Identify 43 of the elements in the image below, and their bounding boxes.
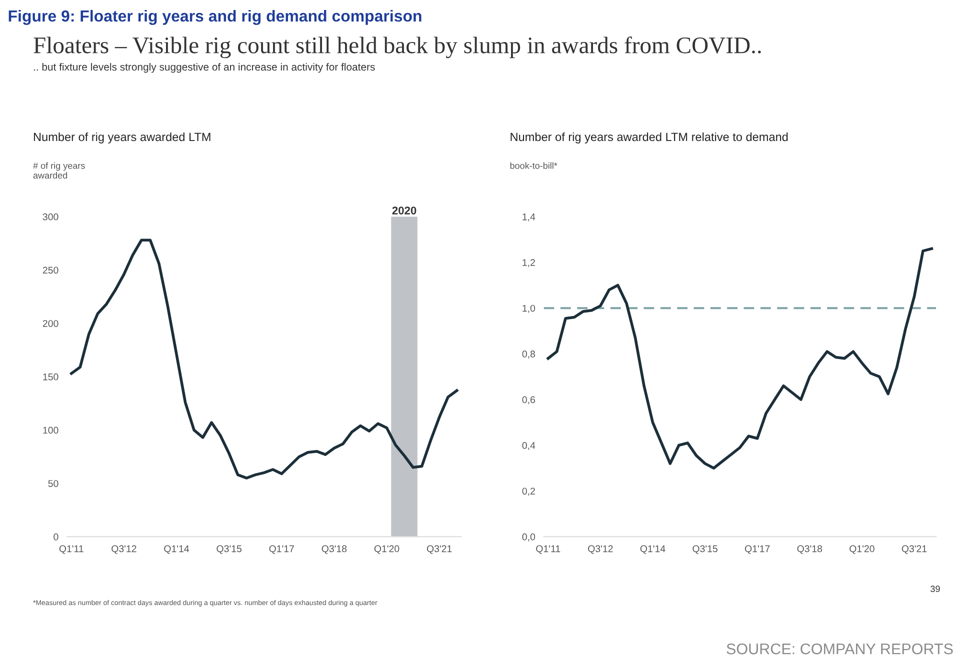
x-tick-label: Q3'21 <box>426 545 452 554</box>
x-tick-label: Q3'12 <box>588 545 613 554</box>
y-tick-label: 1,4 <box>522 214 536 222</box>
x-tick-label: Q3'21 <box>902 545 927 554</box>
y-tick-label: 200 <box>42 320 58 327</box>
y-tick-label: 0,6 <box>522 396 535 404</box>
y-tick-label: 1,0 <box>522 304 536 313</box>
chart-title: Number of rig years awarded LTM relative to demand <box>510 132 788 144</box>
y-tick-label: 0,4 <box>522 442 536 450</box>
x-tick-label: Q1'17 <box>744 545 770 554</box>
x-tick-label: Q3'12 <box>112 545 136 554</box>
x-tick-label: Q1'20 <box>374 545 400 554</box>
y-tick-label: 0,8 <box>522 350 536 359</box>
text: .. but fixture levels strongly suggestive of an increase in activity for floaters <box>34 62 375 73</box>
y-tick-label: 150 <box>43 373 58 380</box>
x-tick-label: Q1'14 <box>640 545 666 554</box>
x-tick-label: Q1'17 <box>269 545 294 554</box>
y-axis-title: book-to-bill* <box>510 162 558 169</box>
y-tick-label: 0,2 <box>522 488 535 496</box>
y-tick-label: 250 <box>42 266 58 274</box>
source-note: SOURCE: COMPANY REPORTS <box>726 644 953 654</box>
x-tick-label: Q3'18 <box>322 545 347 554</box>
line-series <box>546 247 934 470</box>
text: 39 <box>930 586 940 592</box>
x-tick-label: Q1'11 <box>536 545 560 554</box>
y-tick-label: 100 <box>43 426 58 434</box>
x-tick-label: Q3'18 <box>797 545 822 554</box>
x-tick-label: Q3'15 <box>216 545 242 554</box>
y-tick-label: 1,2 <box>522 259 535 268</box>
y-axis-title: # of rig years awarded <box>33 162 85 179</box>
y-tick-label: 0 <box>54 533 58 540</box>
chart-title: Number of rig years awarded LTM <box>34 132 210 144</box>
line-series <box>70 238 458 480</box>
y-tick-label: 300 <box>42 213 58 220</box>
x-tick-label: Q3'15 <box>692 545 718 554</box>
caption: Figure 9: Floater rig years and rig demand comparison <box>8 10 422 25</box>
text: Floaters – Visible rig count still held back by slump in awards from COVID.. <box>34 36 761 58</box>
y-tick-label: 50 <box>48 480 58 487</box>
y-tick-label: 0,0 <box>522 533 536 542</box>
x-tick-label: Q1'20 <box>850 545 874 554</box>
x-tick-label: Q1'14 <box>164 545 190 554</box>
x-tick-label: Q1'11 <box>59 545 84 554</box>
text: 2020 <box>392 206 416 214</box>
